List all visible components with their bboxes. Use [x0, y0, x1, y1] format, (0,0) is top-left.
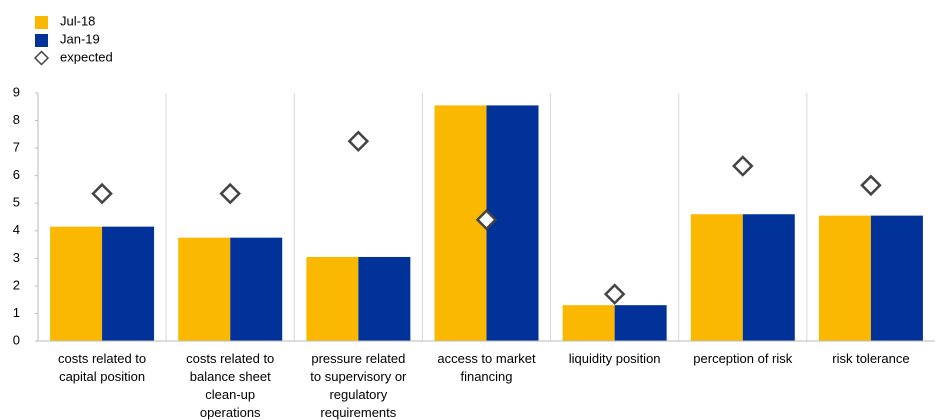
- x-tick-label: costs related to capital position: [58, 351, 146, 384]
- legend-swatch: [33, 50, 50, 66]
- x-tick-label: costs related to balance sheet clean-up ope…: [186, 351, 274, 420]
- legend-swatch: [35, 34, 48, 47]
- expected-marker: [219, 182, 241, 205]
- bar: [306, 256, 359, 341]
- expected-marker: [603, 283, 626, 305]
- bar: [870, 215, 923, 341]
- bar: [562, 305, 615, 341]
- x-tick-label: access to market financing: [437, 351, 536, 384]
- expected-marker: [475, 208, 498, 231]
- expected-marker: [91, 182, 113, 205]
- y-tick-label: 9: [13, 84, 20, 99]
- x-tick-label: perception of risk: [693, 351, 792, 366]
- bar: [690, 214, 743, 341]
- bar: [358, 256, 411, 341]
- y-tick-label: 3: [13, 250, 20, 265]
- bar: [742, 214, 795, 341]
- bar: [230, 237, 283, 341]
- y-tick-label: 1: [13, 305, 20, 320]
- legend-label: Jan-19: [60, 31, 100, 46]
- bar: [50, 226, 103, 341]
- bar: [614, 305, 667, 341]
- bar: [818, 215, 871, 341]
- expected-marker: [347, 130, 370, 152]
- y-tick-label: 4: [13, 222, 20, 237]
- expected-marker: [860, 174, 882, 197]
- y-tick-label: 7: [13, 140, 20, 155]
- bar: [434, 105, 487, 342]
- legend-label: Jul-18: [60, 13, 95, 28]
- x-tick-label: risk tolerance: [832, 351, 909, 366]
- y-tick-label: 8: [13, 112, 20, 127]
- bar: [102, 226, 155, 341]
- legend-swatch: [35, 16, 48, 29]
- y-tick-label: 5: [13, 195, 20, 210]
- x-tick-label: pressure related to supervisory or regulat…: [310, 351, 407, 420]
- bar: [178, 237, 231, 341]
- y-tick-label: 0: [13, 332, 20, 347]
- y-tick-label: 2: [13, 277, 20, 292]
- y-tick-label: 6: [13, 167, 20, 182]
- legend-label: expected: [60, 49, 113, 64]
- x-tick-label: liquidity position: [569, 351, 661, 366]
- expected-marker: [732, 155, 754, 177]
- bar: [486, 105, 539, 342]
